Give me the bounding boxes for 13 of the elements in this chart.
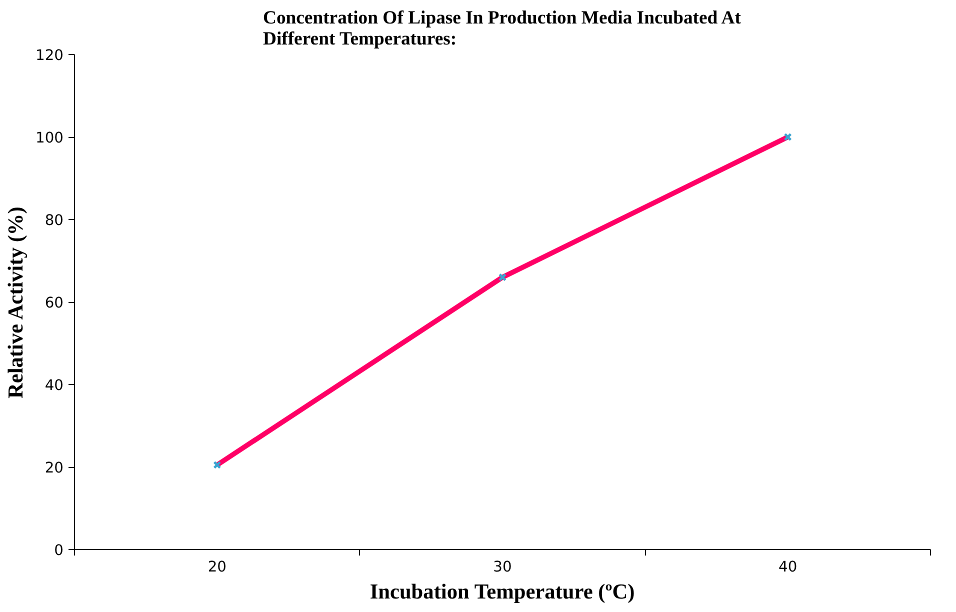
x-tick-label: 40: [778, 558, 798, 576]
y-tick-label: 60: [44, 294, 64, 312]
y-tick-label: 80: [44, 212, 64, 229]
y-tick-label: 100: [36, 130, 64, 146]
y-tick-label: 0: [54, 542, 64, 559]
chart-title: Concentration Of Lipase In Production Media Incubated At Different Temperatures:: [262, 8, 742, 50]
y-axis-title: Relative Activity (%): [4, 206, 28, 399]
y-tick-label: 40: [44, 377, 64, 394]
y-tick-label: 20: [44, 460, 64, 476]
x-tick-label: 30: [493, 558, 512, 576]
x-tick-label: 20: [208, 558, 226, 576]
y-tick-label: 120: [36, 47, 64, 64]
x-axis-title: Incubation Temperature (ºC): [370, 580, 635, 604]
